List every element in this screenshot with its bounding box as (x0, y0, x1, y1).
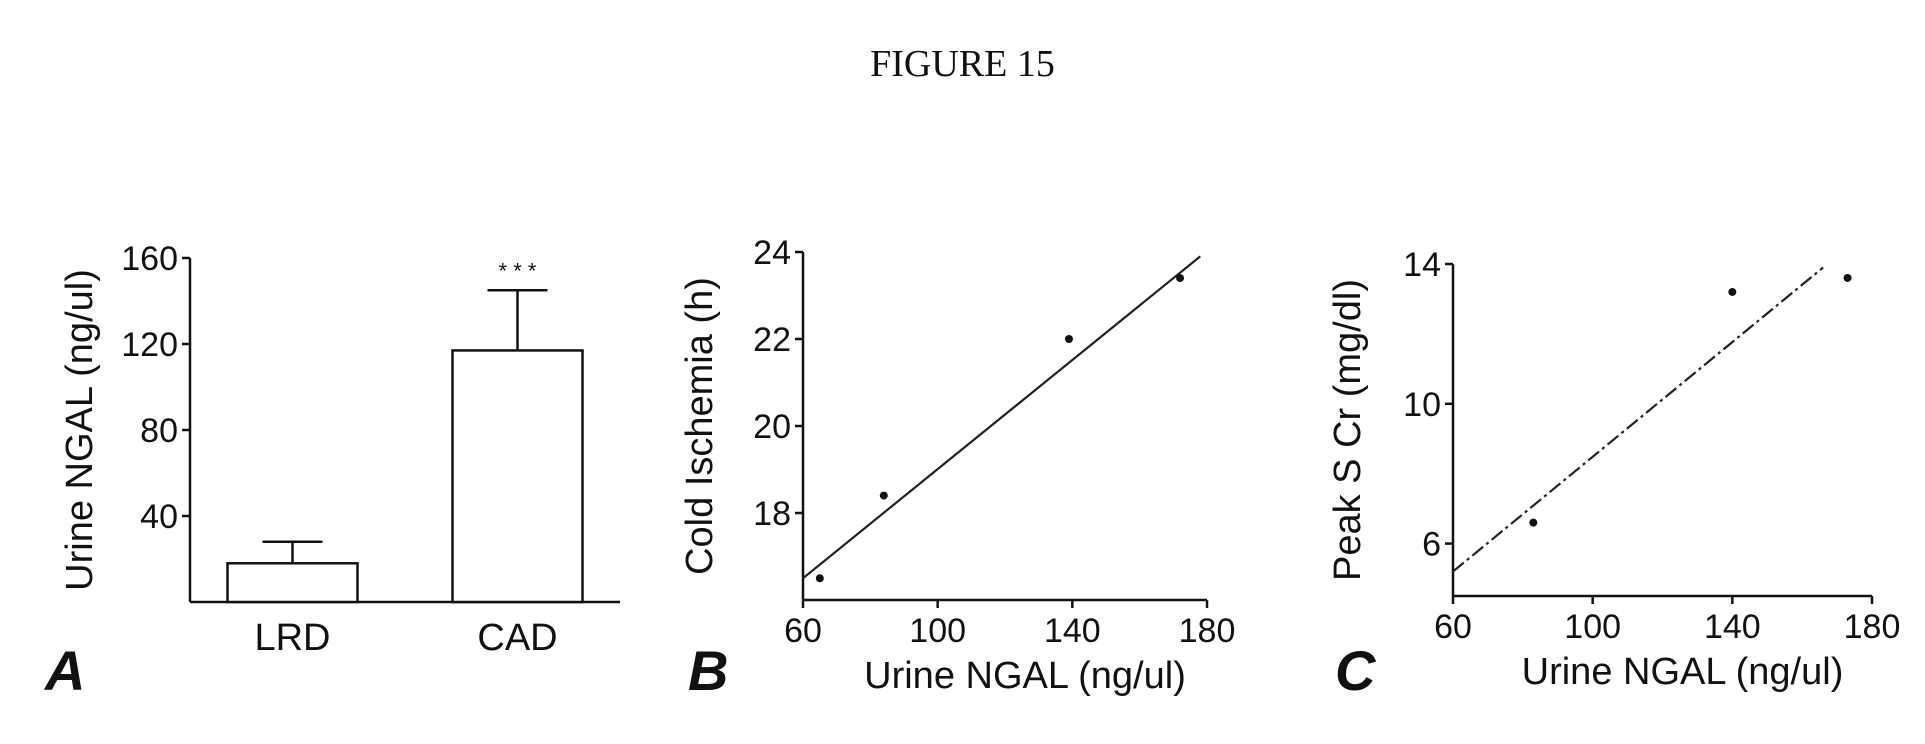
panel-a-y-tick-label: 160 (121, 240, 178, 278)
panel-c-x-tick-label: 180 (1844, 608, 1901, 646)
panel-c-data-point (1728, 288, 1736, 296)
panel-a-letter: A (43, 639, 85, 702)
panel-a-y-tick-label: 120 (121, 326, 178, 364)
panel-a-significance-label: * * * (499, 258, 537, 283)
panel-a-y-tick-label: 80 (140, 412, 178, 450)
panel-b-x-tick-label: 60 (784, 612, 822, 650)
panel-b-y-tick-label: 18 (753, 495, 791, 533)
panel-a-y-axis-title: Urine NGAL (ng/ul) (59, 269, 101, 591)
panel-b-x-axis-title: Urine NGAL (ng/ul) (864, 655, 1186, 697)
panel-b-data-point (1065, 335, 1073, 343)
panel-b-x-tick-label: 100 (909, 612, 966, 650)
panel-c-x-tick-label: 100 (1564, 608, 1621, 646)
panel-c-y-axis-title: Peak S Cr (mg/dl) (1327, 279, 1369, 581)
panel-c-x-tick-label: 60 (1434, 608, 1472, 646)
panel-a-bar-cad (453, 350, 583, 602)
panel-c-data-point (1529, 519, 1537, 527)
panel-b-x-tick-label: 180 (1179, 612, 1236, 650)
panel-c-x-axis-title: Urine NGAL (ng/ul) (1522, 651, 1844, 693)
panel-b-data-point (816, 574, 824, 582)
panel-b-y-tick-label: 20 (753, 408, 791, 446)
panel-c-letter: C (1335, 639, 1377, 702)
panel-c-y-tick-label: 14 (1403, 246, 1441, 284)
panel-c-x-tick-label: 140 (1704, 608, 1761, 646)
panel-b-letter: B (688, 639, 728, 702)
panel-b-x-tick-label: 140 (1044, 612, 1101, 650)
panel-a-x-tick-label: LRD (254, 617, 330, 659)
panel-c-fit-line (1453, 267, 1823, 571)
panel-c-data-point (1844, 274, 1852, 282)
panel-c-y-tick-label: 10 (1403, 386, 1441, 424)
panel-a-x-tick-label: CAD (477, 617, 557, 659)
panel-a-bar-lrd (228, 563, 358, 602)
panel-b-y-axis-title: Cold Ischemia (h) (679, 277, 721, 575)
panel-b-data-point (880, 492, 888, 500)
panel-b-y-tick-label: 22 (753, 321, 791, 359)
panel-b-fit-line (803, 256, 1200, 578)
panel-a-y-tick-label: 40 (140, 498, 178, 536)
panel-c-y-tick-label: 6 (1422, 526, 1441, 564)
panel-b-data-point (1176, 274, 1184, 282)
panel-b-y-tick-label: 24 (753, 234, 791, 272)
